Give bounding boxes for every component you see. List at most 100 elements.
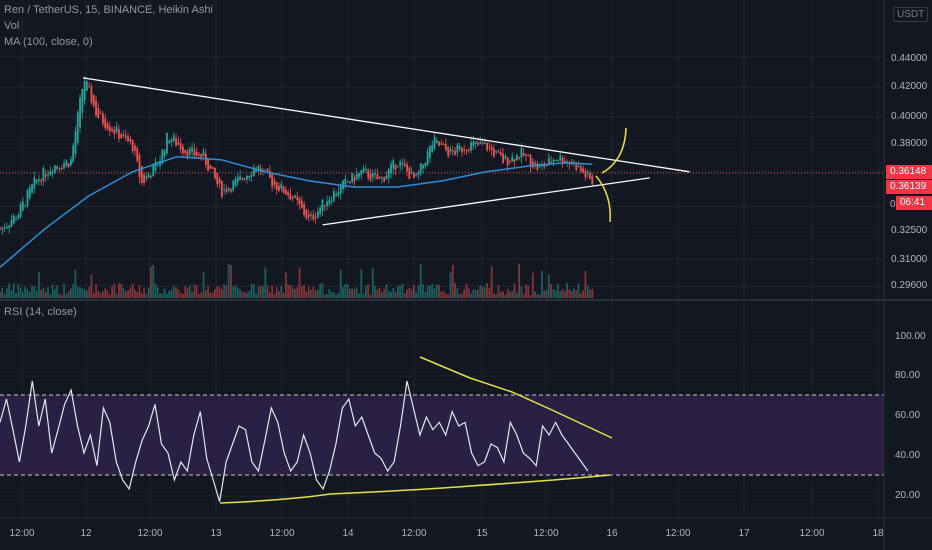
candle-body <box>518 157 521 159</box>
volume-bar <box>433 288 436 298</box>
candle-body <box>186 151 189 157</box>
ma-legend[interactable]: MA (100, close, 0) <box>4 36 93 48</box>
rsi-lower-trendline <box>219 474 611 504</box>
volume-bar <box>202 272 205 298</box>
volume-bar <box>204 290 207 298</box>
volume-legend[interactable]: Vol <box>4 20 20 32</box>
candle-body <box>314 217 317 219</box>
volume-bar <box>172 286 175 298</box>
candle-body <box>19 204 22 218</box>
candle-body <box>223 188 226 190</box>
candle-body <box>92 94 95 106</box>
candle-body <box>56 166 59 169</box>
candle-body <box>15 218 17 220</box>
volume-bar <box>531 272 534 298</box>
candle-body <box>454 150 456 155</box>
candle-body <box>550 161 553 163</box>
volume-bar <box>300 285 303 298</box>
candle-body <box>296 196 299 201</box>
candle-body <box>113 129 116 134</box>
volume-bar <box>37 271 40 298</box>
volume-bar <box>575 289 578 298</box>
candle-body <box>353 177 356 182</box>
volume-bar <box>305 291 308 298</box>
candle-body <box>291 196 294 199</box>
candle-body <box>172 135 175 141</box>
candle-body <box>552 160 555 163</box>
candle-body <box>209 165 212 169</box>
volume-bar <box>284 272 287 298</box>
candle-body <box>419 163 422 174</box>
volume-bar <box>255 293 258 298</box>
volume-bar <box>399 286 402 298</box>
volume-bar <box>223 284 226 298</box>
volume-bar <box>591 289 594 298</box>
symbol-legend[interactable]: Ren / TetherUS, 15, BINANCE, Heikin Ashi <box>4 4 213 16</box>
volume-bar <box>5 288 8 298</box>
rsi-band-fill <box>0 395 884 475</box>
candle-body <box>74 131 77 154</box>
candle-body <box>268 170 271 178</box>
volume-bar <box>472 289 475 298</box>
candle-body <box>143 174 145 183</box>
volume-bar <box>170 289 173 298</box>
candle-body <box>481 142 484 145</box>
volume-bar <box>367 284 370 298</box>
volume-bar <box>378 288 381 298</box>
currency-label[interactable]: USDT <box>893 7 929 22</box>
candle-body <box>10 220 13 227</box>
candle-body <box>467 149 470 151</box>
candle-body <box>282 186 285 193</box>
candle-body <box>246 175 248 180</box>
volume-bar <box>557 284 559 298</box>
candle-body <box>227 188 230 191</box>
candle-body <box>31 184 33 193</box>
candle-body <box>426 151 429 165</box>
candle-body <box>440 143 443 145</box>
candle-body <box>152 164 155 177</box>
rsi-tick-label: 60.00 <box>895 410 920 421</box>
candle-body <box>218 178 221 184</box>
volume-bar <box>138 285 141 298</box>
candle-body <box>417 172 420 175</box>
candle-body <box>97 107 100 118</box>
candle-body <box>232 181 235 191</box>
candle-body <box>579 166 582 172</box>
candle-body <box>497 151 500 153</box>
volume-bar <box>207 286 209 298</box>
candle-body <box>577 165 580 167</box>
volume-bar <box>225 285 228 298</box>
volume-bar <box>278 291 280 298</box>
volume-bar <box>563 290 566 298</box>
candle-body <box>449 149 452 152</box>
candle-body <box>239 176 242 180</box>
candle-body <box>422 164 424 169</box>
candle-body <box>575 162 578 171</box>
volume-bar <box>316 289 319 298</box>
volume-bar <box>383 288 386 298</box>
candle-body <box>72 145 75 162</box>
rsi-legend[interactable]: RSI (14, close) <box>4 306 77 318</box>
volume-bar <box>102 291 104 298</box>
time-tick-label: 13 <box>210 528 222 539</box>
volume-bar <box>58 293 61 298</box>
volume-bar <box>545 289 548 298</box>
candle-body <box>88 86 91 88</box>
trendline <box>82 77 690 173</box>
volume-bar <box>127 290 129 298</box>
volume-bar <box>426 285 429 298</box>
volume-bar <box>351 288 354 298</box>
volume-bar <box>42 287 45 298</box>
candle-body <box>0 229 1 231</box>
candle-body <box>307 214 310 217</box>
candle-body <box>42 168 45 182</box>
candle-body <box>561 157 564 164</box>
volume-bar <box>289 285 292 298</box>
volume-bar <box>17 283 20 298</box>
candle-body <box>40 180 43 182</box>
volume-bar <box>24 286 27 298</box>
volume-bar <box>113 283 116 298</box>
candle-body <box>49 171 52 175</box>
candle-body <box>264 169 267 171</box>
